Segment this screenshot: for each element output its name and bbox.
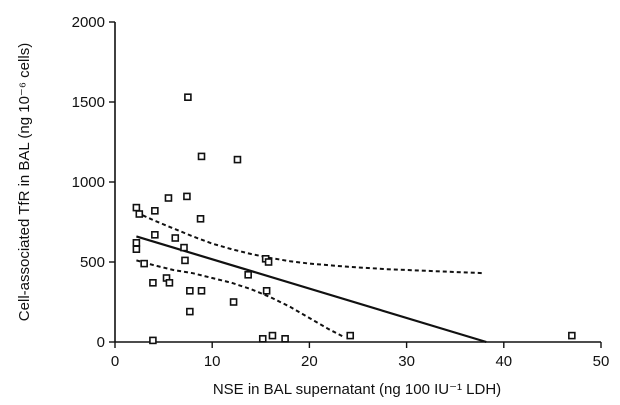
data-point <box>140 259 148 268</box>
data-point <box>262 286 271 295</box>
data-point <box>264 258 273 266</box>
data-point <box>171 234 180 242</box>
data-point <box>183 192 191 201</box>
y-axis-label: Cell-associated TfR in BAL (ng 10⁻⁶ cell… <box>16 43 33 321</box>
data-point <box>197 286 206 295</box>
y-tick-label: 2000 <box>72 14 105 31</box>
data-point <box>196 215 205 223</box>
data-point <box>181 256 189 265</box>
x-tick-label: 50 <box>593 353 610 370</box>
upper-confidence-band <box>135 211 485 275</box>
data-points <box>132 93 576 345</box>
regression-line-group <box>136 235 487 344</box>
data-point <box>186 286 194 295</box>
data-point <box>186 307 194 316</box>
data-point <box>151 207 159 215</box>
data-point <box>197 152 206 161</box>
data-point <box>184 93 192 101</box>
data-point <box>149 336 157 345</box>
regression-line <box>136 235 487 344</box>
data-point <box>132 239 141 247</box>
x-tick-label: 20 <box>301 353 318 370</box>
x-tick-label: 10 <box>204 353 221 370</box>
data-point <box>180 243 188 252</box>
data-point <box>132 245 141 253</box>
data-point <box>165 278 174 287</box>
data-point <box>346 331 355 340</box>
data-point <box>233 155 242 164</box>
data-point <box>568 331 576 340</box>
data-point <box>258 334 267 343</box>
data-point <box>135 210 144 218</box>
data-point <box>281 334 289 343</box>
y-tick-label: 1500 <box>72 94 105 111</box>
data-point <box>268 331 277 340</box>
data-point <box>149 278 157 287</box>
lower-confidence-band <box>136 259 345 339</box>
y-tick-label: 500 <box>80 254 105 271</box>
x-tick-label: 0 <box>111 353 119 370</box>
data-point <box>229 298 238 306</box>
data-point <box>164 194 173 202</box>
x-tick-label: 40 <box>495 353 512 370</box>
y-tick-label: 0 <box>97 334 105 351</box>
y-tick-label: 1000 <box>72 174 105 191</box>
data-point <box>244 270 252 279</box>
data-point <box>151 231 159 239</box>
x-axis-label: NSE in BAL supernatant (ng 100 IU⁻¹ LDH) <box>213 381 501 398</box>
confidence-bands <box>135 211 485 339</box>
x-tick-label: 30 <box>398 353 415 370</box>
data-point <box>132 203 141 212</box>
